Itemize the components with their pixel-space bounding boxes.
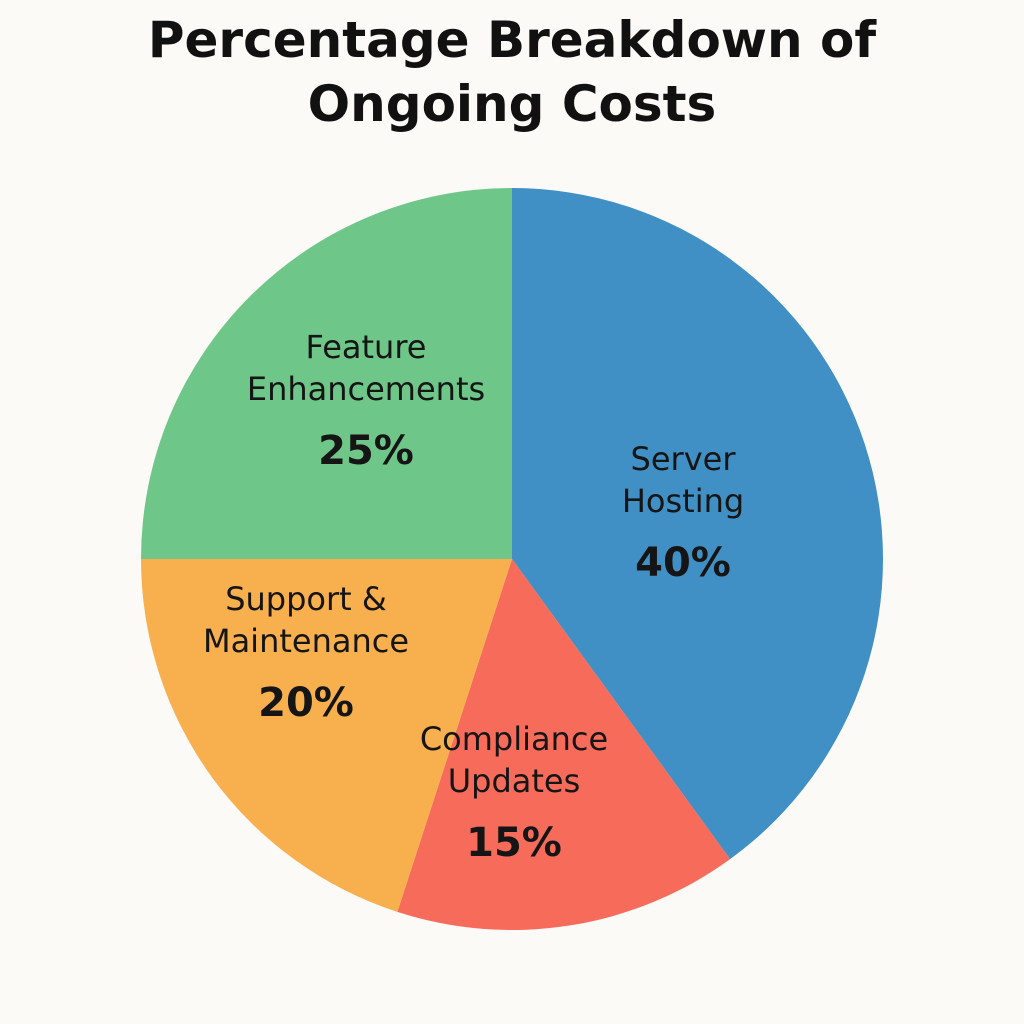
slice-label-0-line-1: Hosting: [622, 482, 744, 520]
slice-value-2: 20%: [258, 680, 354, 726]
chart-title-line-2: Ongoing Costs: [307, 75, 717, 133]
pie-slice-3: [141, 188, 512, 559]
slice-label-group-2: Support & Maintenance 20%: [203, 580, 409, 726]
pie-slice-2: [140, 559, 512, 912]
slice-label-group-3: Feature Enhancements 25%: [247, 328, 485, 474]
slice-label-2-line-0: Support &: [225, 580, 387, 618]
slice-label-0-line-0: Server: [631, 440, 737, 478]
slice-label-group-0: Server Hosting 40%: [622, 440, 744, 586]
pie-slice-1: [397, 559, 731, 930]
slice-label-3-line-1: Enhancements: [247, 370, 485, 408]
slice-value-0: 40%: [635, 540, 731, 586]
pie-slice-0: [512, 188, 883, 860]
slice-label-1-line-0: Compliance: [420, 720, 608, 758]
slice-label-group-1: Compliance Updates 15%: [420, 720, 608, 866]
slice-label-1-line-1: Updates: [448, 762, 581, 800]
slice-value-1: 15%: [466, 820, 562, 866]
slice-value-3: 25%: [318, 428, 414, 474]
slice-label-3-line-0: Feature: [306, 328, 427, 366]
chart-title-line-1: Percentage Breakdown of: [147, 11, 877, 69]
chart-title: Percentage Breakdown of Ongoing Costs: [0, 8, 1024, 136]
slice-label-2-line-1: Maintenance: [203, 622, 409, 660]
